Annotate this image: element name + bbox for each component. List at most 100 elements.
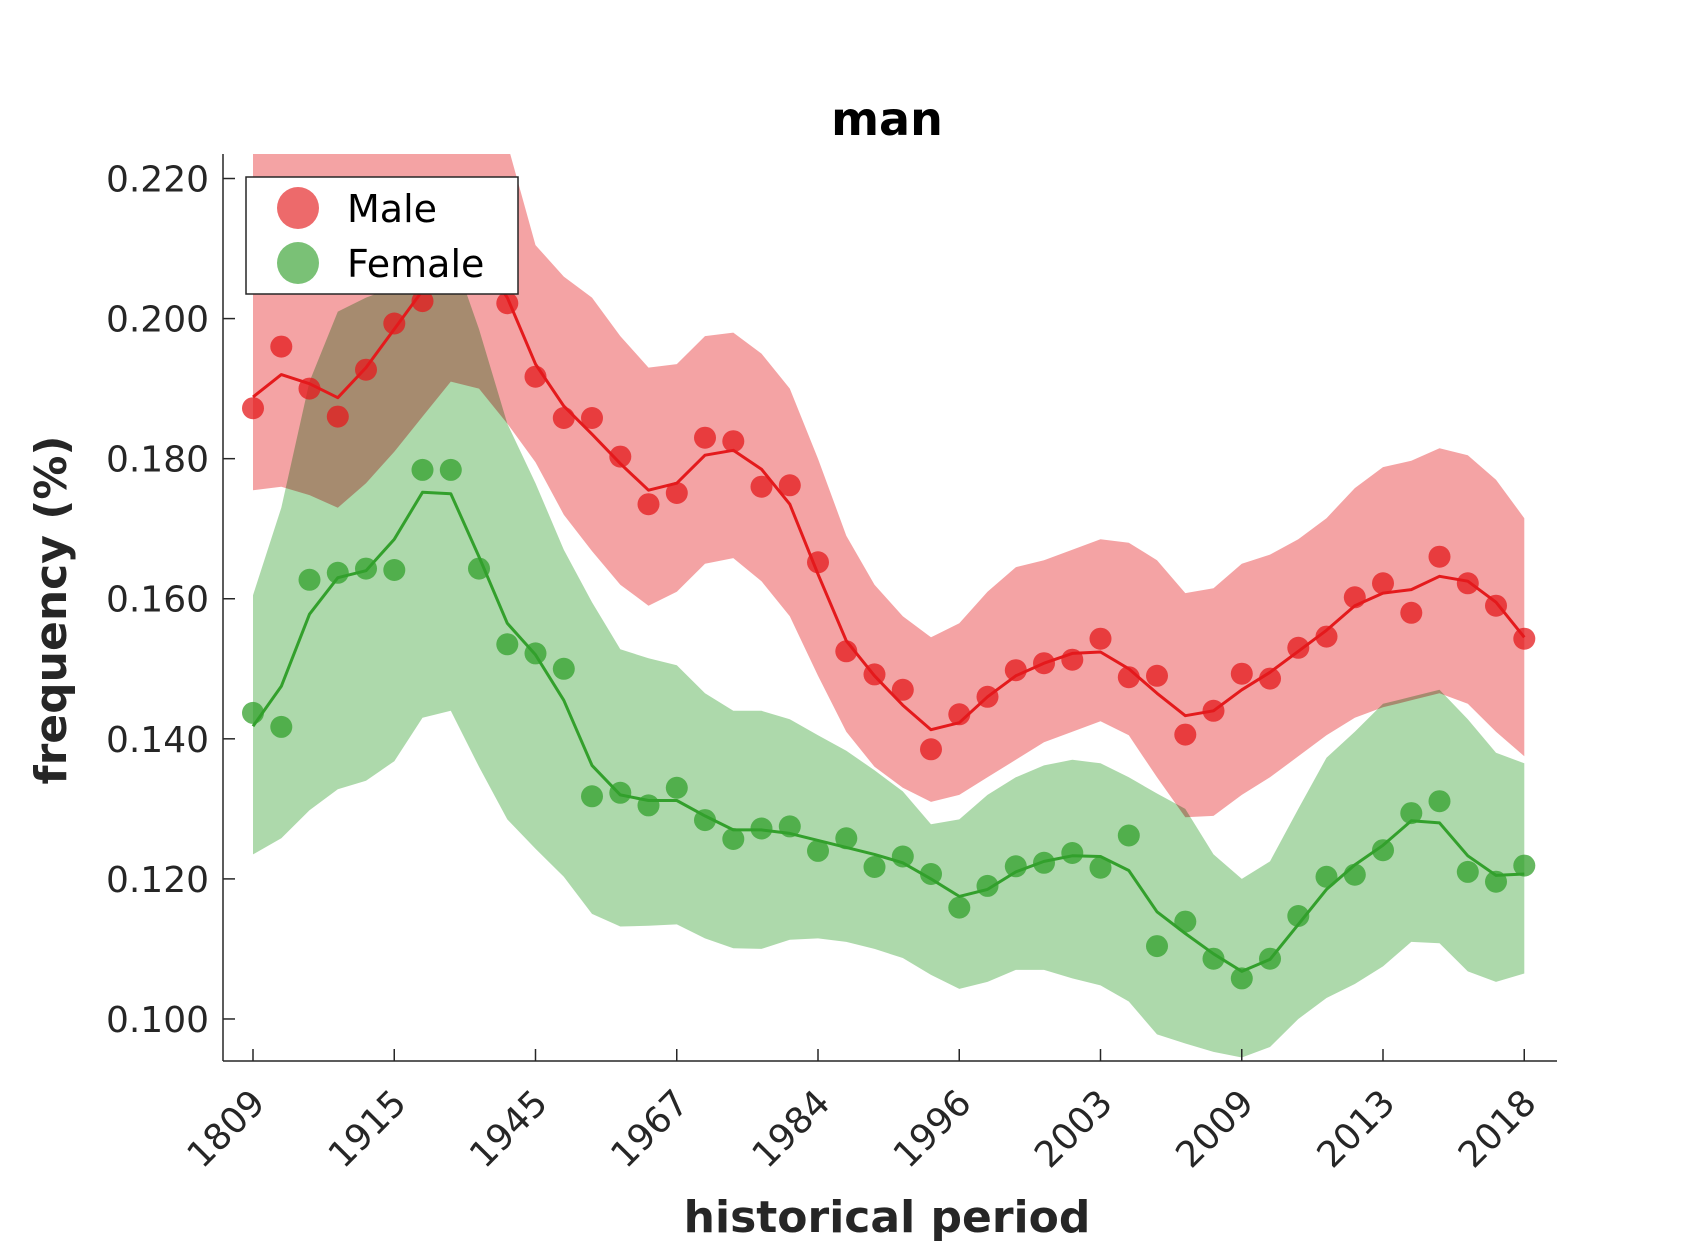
point-male (637, 493, 660, 516)
legend: Male Female (245, 176, 519, 295)
band-male (253, 154, 1525, 818)
point-female (722, 828, 745, 850)
point-female (1089, 856, 1112, 879)
y-tick-label: 0.220 (106, 160, 209, 201)
point-male (1061, 648, 1084, 671)
point-female (863, 856, 886, 878)
point-female (1315, 865, 1338, 888)
point-male (835, 640, 858, 663)
y-tick-label: 0.200 (106, 300, 209, 341)
point-female (1513, 854, 1536, 877)
point-male (1202, 699, 1225, 722)
point-female (1146, 935, 1168, 958)
point-male (722, 430, 745, 453)
point-male (807, 551, 829, 574)
point-male (750, 475, 773, 498)
y-tick-label: 0.100 (106, 1000, 209, 1041)
point-male (383, 312, 406, 335)
point-female (1230, 967, 1253, 990)
point-female (383, 559, 406, 581)
point-female (750, 817, 773, 840)
point-female (1174, 910, 1197, 933)
point-female (920, 863, 942, 885)
point-female (948, 896, 971, 919)
point-male (1174, 723, 1197, 746)
point-female (355, 557, 377, 580)
point-female (1202, 947, 1225, 970)
fit-line-female (251, 490, 1525, 973)
point-male (948, 703, 971, 726)
axes (222, 154, 1557, 1062)
point-female (1485, 870, 1507, 893)
point-male (1400, 601, 1423, 624)
point-male (609, 445, 632, 468)
point-female (609, 781, 632, 804)
x-tick-label: 1945 (462, 1082, 556, 1176)
point-female (1372, 839, 1394, 862)
point-male (1259, 667, 1281, 690)
x-tick-label: 1967 (603, 1082, 697, 1176)
x-tick-label: 2018 (1451, 1082, 1545, 1176)
x-tick-label: 1915 (321, 1082, 415, 1176)
y-axis-ticks: 0.100 0.120 0.140 0.160 0.180 0.200 0.220 (106, 160, 235, 1041)
point-male (1287, 636, 1310, 659)
point-female (665, 776, 688, 799)
point-female (891, 845, 914, 868)
point-male (1089, 627, 1112, 650)
point-female (298, 568, 321, 591)
y-tick-label: 0.160 (106, 580, 209, 621)
point-male (694, 426, 716, 449)
x-tick-label: 1984 (745, 1082, 839, 1176)
confidence-bands (253, 154, 1525, 1058)
point-female (1343, 863, 1366, 886)
point-male (1456, 572, 1479, 595)
point-male (976, 685, 999, 708)
point-male (326, 405, 349, 428)
point-female (835, 827, 858, 850)
point-female (1004, 855, 1027, 878)
x-tick-label: 2013 (1310, 1082, 1404, 1176)
point-male (891, 678, 914, 701)
point-female (778, 815, 801, 838)
point-female (1287, 905, 1310, 927)
point-female (270, 715, 293, 738)
point-male (863, 663, 886, 686)
legend-label-male: Male (347, 187, 437, 231)
legend-marker-female (277, 242, 319, 284)
point-male (270, 335, 293, 358)
point-female (496, 633, 519, 656)
legend-marker-male (277, 187, 319, 229)
point-female (694, 809, 716, 832)
point-male (1315, 625, 1338, 648)
point-male (1372, 572, 1394, 595)
point-male (665, 482, 688, 504)
point-female (439, 458, 462, 481)
point-female (552, 657, 575, 680)
point-male (496, 292, 519, 315)
x-tick-label: 2003 (1027, 1082, 1121, 1176)
x-axis-ticks: 1809 1915 1945 1967 1984 1996 2003 2009 2013 2018 (180, 1049, 1545, 1176)
point-female (326, 561, 349, 584)
point-male (581, 407, 603, 429)
point-male (1343, 586, 1366, 609)
point-female (807, 839, 829, 862)
y-tick-label: 0.140 (106, 720, 209, 761)
point-male (1230, 662, 1253, 685)
point-female (468, 557, 490, 580)
x-axis-label: historical period (684, 1192, 1091, 1243)
point-male (1004, 659, 1027, 682)
point-male (778, 474, 801, 497)
legend-label-female: Female (347, 242, 484, 286)
point-female (1061, 842, 1084, 864)
point-female (242, 701, 264, 724)
chart-title: man (831, 92, 943, 146)
point-female (1428, 790, 1451, 813)
point-female (411, 458, 434, 481)
point-male (355, 358, 377, 381)
point-male (1485, 594, 1507, 617)
point-male (298, 377, 321, 400)
point-male (1513, 627, 1536, 650)
point-male (1033, 652, 1055, 675)
band-female (253, 248, 1525, 1058)
